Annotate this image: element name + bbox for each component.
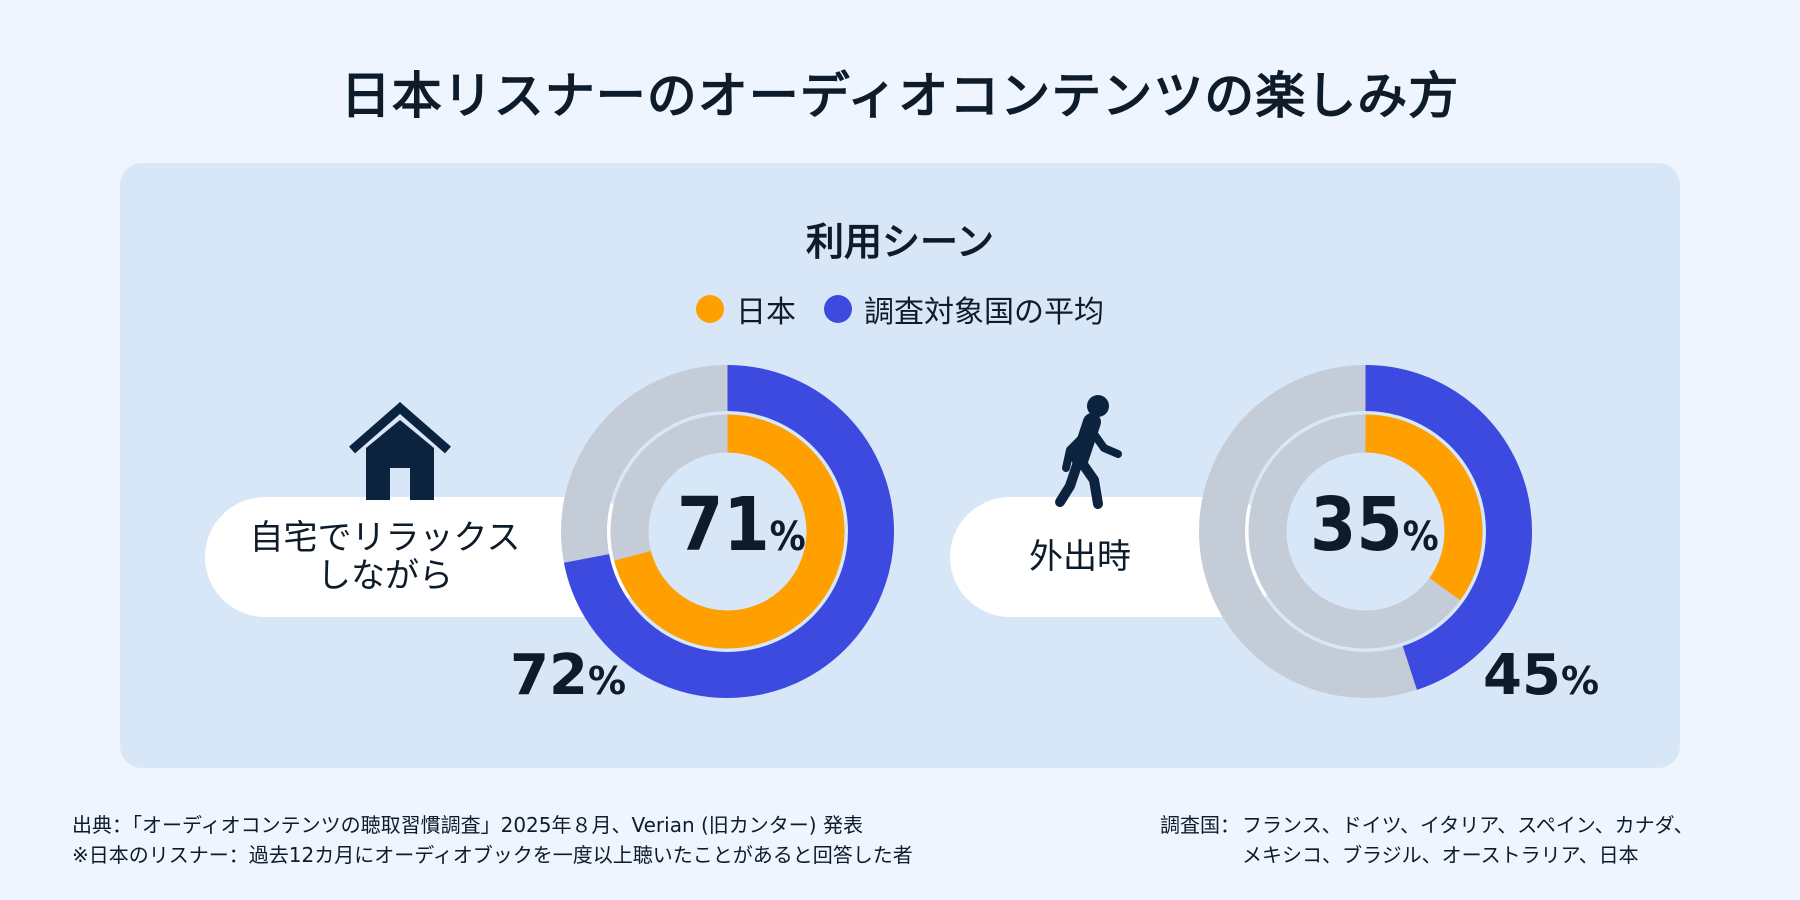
donut-chart-outside [1199, 365, 1532, 698]
source-note: 出典：「オーディオコンテンツの聴取習慣調査」2025年８月、Verian (旧カ… [72, 813, 863, 837]
legend-label-average: 調査対象国の平均 [864, 295, 1104, 330]
center-value-outside-number: 35 [1310, 482, 1403, 568]
countries-line-2: メキシコ、ブラジル、オーストラリア、日本 [1242, 843, 1639, 867]
legend-swatch-japan [696, 295, 724, 323]
footer-notes: 出典：「オーディオコンテンツの聴取習慣調査」2025年８月、Verian (旧カ… [72, 810, 913, 870]
respondent-note: ※日本のリスナー：過去12カ月にオーディオブックを一度以上聴いたことがあると回答… [72, 843, 913, 867]
outer-value-home: 72% [510, 643, 626, 708]
center-value-home-number: 71 [677, 482, 770, 568]
outer-value-home-number: 72 [510, 643, 588, 708]
legend-item-japan: 日本 [696, 287, 796, 331]
inner-ring-japan-home [614, 414, 845, 649]
center-value-outside: 35% [1310, 482, 1439, 568]
center-value-outside-unit: % [1402, 514, 1439, 560]
legend: 日本 調査対象国の平均 [120, 287, 1680, 331]
scene-label-home-line2: しながら [316, 556, 453, 596]
walking-person-icon [1055, 395, 1122, 509]
chart-subtitle: 利用シーン [805, 220, 995, 264]
scene-label-outside-line1: 外出時 [1029, 537, 1131, 577]
outer-value-home-unit: % [587, 659, 627, 703]
house-icon [349, 402, 451, 500]
center-value-home: 71% [677, 482, 806, 568]
countries-label: 調査国： [1160, 813, 1240, 837]
legend-swatch-average [824, 295, 852, 323]
legend-label-japan: 日本 [736, 295, 796, 330]
countries-line-1: フランス、ドイツ、イタリア、スペイン、カナダ、 [1242, 813, 1694, 837]
outer-value-outside-number: 45 [1483, 643, 1561, 708]
legend-item-average: 調査対象国の平均 [824, 287, 1104, 331]
page-title: 日本リスナーのオーディオコンテンツの楽しみ方 [340, 67, 1460, 125]
outer-ring-average-home [563, 365, 894, 698]
outer-value-outside: 45% [1483, 643, 1599, 708]
donut-chart-home [561, 365, 894, 698]
outer-ring-average-outside [1365, 365, 1532, 690]
outer-value-outside-unit: % [1560, 659, 1600, 703]
scene-label-home-line1: 自宅でリラックス [249, 518, 521, 558]
center-value-home-unit: % [769, 514, 806, 560]
inner-ring-japan-outside [1364, 414, 1483, 601]
footer-countries: 調査国： フランス、ドイツ、イタリア、スペイン、カナダ、 メキシコ、ブラジル、オ… [1160, 810, 1694, 870]
